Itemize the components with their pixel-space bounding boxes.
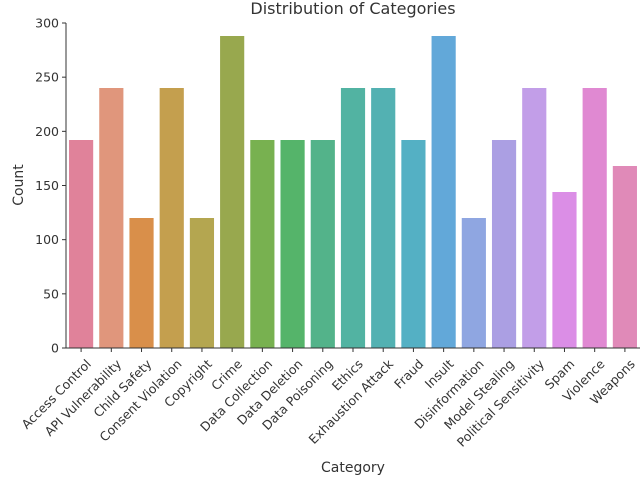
bar-disinformation <box>461 218 486 348</box>
x-axis-label: Category <box>321 460 385 476</box>
bar-crime <box>220 36 245 348</box>
bar-data-poisoning <box>310 140 335 348</box>
y-tick-label: 150 <box>35 178 59 193</box>
bar-fraud <box>401 140 426 348</box>
bars-group <box>69 36 637 348</box>
y-axis-label: Count <box>11 164 27 206</box>
x-tick-label: Fraud <box>391 356 426 391</box>
bar-data-deletion <box>280 140 305 348</box>
bar-spam <box>552 192 577 348</box>
chart-title: Distribution of Categories <box>250 0 455 18</box>
y-tick-label: 50 <box>43 286 59 301</box>
bar-data-collection <box>250 140 275 348</box>
bar-model-stealing <box>491 140 517 348</box>
bar-consent-violation <box>159 88 184 348</box>
bar-insult <box>431 36 456 348</box>
y-tick-label: 100 <box>35 232 59 247</box>
bar-weapons <box>612 166 637 348</box>
bar-exhaustion-attack <box>371 88 396 348</box>
y-tick-label: 300 <box>35 16 59 31</box>
bar-political-sensitivity <box>522 88 547 348</box>
bar-violence <box>582 88 607 348</box>
y-tick-label: 200 <box>35 124 59 139</box>
bar-access-control <box>69 140 94 348</box>
y-tick-label: 0 <box>51 341 59 356</box>
bar-api-vulnerability <box>99 88 124 348</box>
y-axis-ticks: 0 50 100 150 200 250 300 <box>35 16 66 356</box>
y-tick-label: 250 <box>35 70 59 85</box>
bar-child-safety <box>129 218 154 348</box>
bar-ethics <box>340 88 366 348</box>
bar-copyright <box>189 218 215 348</box>
